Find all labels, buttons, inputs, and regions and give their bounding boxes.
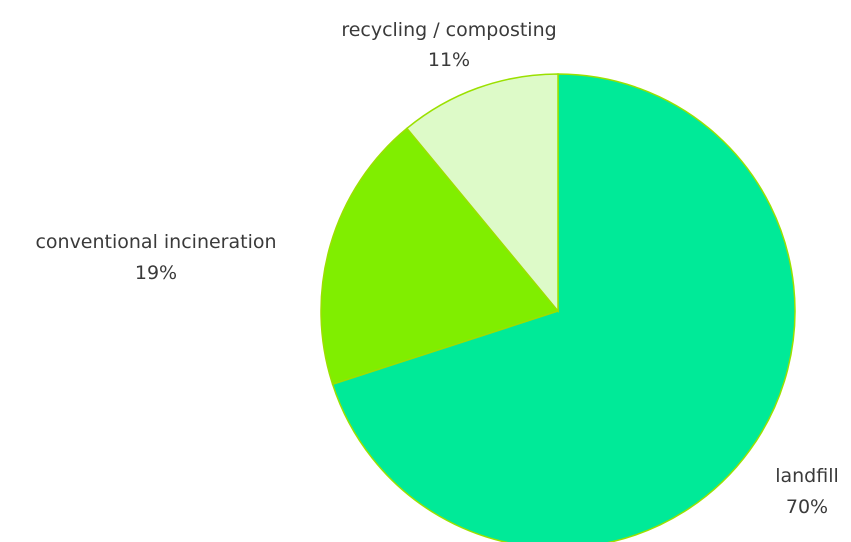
value-label-landfill: 70% — [786, 496, 828, 518]
pie-slice-conventional-incineration — [320, 127, 560, 386]
label-conventional-incineration: conventional incineration — [35, 231, 276, 253]
pie-slice-landfill — [331, 73, 796, 542]
value-label-recycling-composting: 11% — [428, 49, 470, 71]
pie-slice-recycling-composting — [405, 73, 559, 314]
label-recycling-composting: recycling / composting — [341, 19, 556, 41]
value-label-conventional-incineration: 19% — [135, 262, 177, 284]
label-landfill: landfill — [775, 465, 839, 487]
pie-slices — [320, 73, 796, 542]
